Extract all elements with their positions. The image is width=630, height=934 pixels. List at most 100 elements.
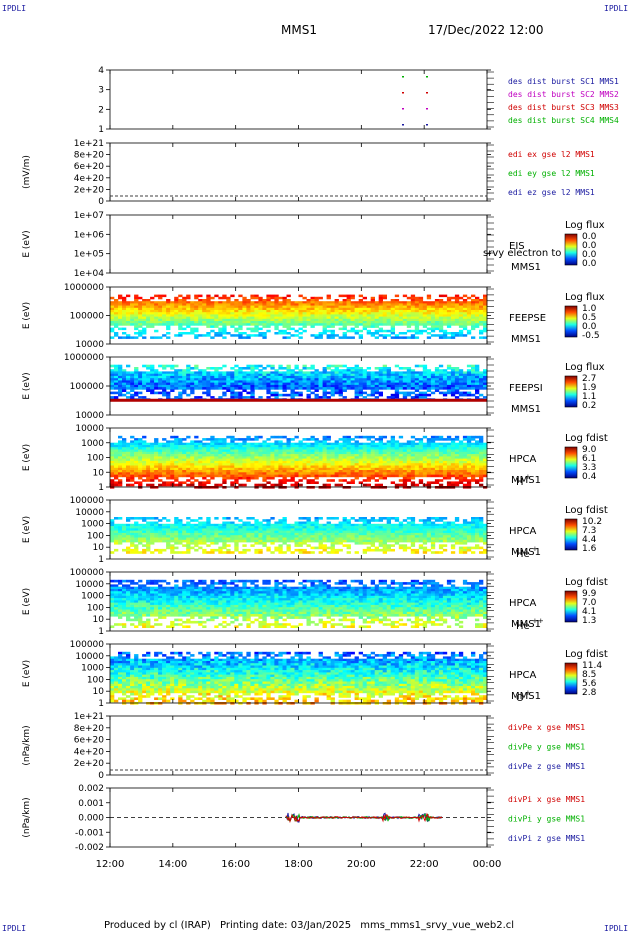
colorbar-tick-eis-1: 0.0 [582, 241, 597, 251]
xtick-label-1: 14:00 [158, 859, 187, 870]
ytick-label-hpca_h-2: 100 [87, 454, 104, 464]
burst-marker-0-2 [402, 92, 404, 94]
ytick-label-feepse-1: 100000 [70, 312, 105, 322]
ytick-label-feepsi-1: 100000 [70, 382, 105, 392]
spacecraft-label-eis: MMS1 [511, 262, 541, 273]
legend-divpi-2: divPi z gse MMS1 [508, 834, 585, 843]
colorbar-hpca_he [564, 518, 578, 551]
colorbar-title-feepse: Log flux [565, 292, 605, 303]
spacecraft-label-hpca_h: MMS1 [511, 475, 541, 486]
colorbar-tick-feepsi-0: 2.7 [582, 374, 596, 384]
ytick-label-eis-1: 1e+06 [74, 230, 105, 240]
colorbar-title-feepsi: Log flux [565, 362, 605, 373]
footer-printing-date: Printing date: 03/Jan/2025 [219, 920, 352, 931]
legend-burst-1: des dist burst SC2 MMS2 [508, 90, 619, 99]
colorbar-tick-hpca_h-0: 9.0 [582, 445, 597, 455]
ytick-label-hpca_o-5: 1 [98, 699, 104, 709]
colorbar-tick-feepsi-1: 1.9 [582, 383, 597, 393]
ytick-label-hpca_o-3: 100 [87, 675, 104, 685]
ytick-label-divpe-2: 6e+20 [74, 736, 105, 746]
ytick-label-hpca_he-1: 10000 [75, 508, 104, 518]
ytick-label-divpi-1: 0.001 [78, 799, 104, 809]
instrument-label-hpca_h: HPCA [509, 454, 537, 465]
ytick-label-divpe-5: 0 [98, 771, 104, 781]
colorbar-tick-feepse-3: -0.5 [582, 331, 600, 341]
plot-area-hpca_hepp [110, 579, 488, 628]
divpi-series-2 [285, 812, 443, 824]
ytick-label-divpe-3: 4e+20 [74, 747, 105, 757]
ylabel-hpca_hepp: E (eV) [22, 588, 32, 615]
colorbar-eis [564, 233, 578, 266]
ytick-label-feepsi-2: 10000 [75, 411, 104, 421]
ytick-label-hpca_he-4: 10 [93, 543, 105, 553]
ytick-label-hpca_hepp-0: 100000 [70, 568, 105, 578]
colorbar-tick-feepsi-2: 1.1 [582, 392, 596, 402]
spacecraft-title: MMS1 [281, 23, 317, 37]
colorbar-hpca_o [564, 662, 578, 695]
ylabel-feepse: E (eV) [22, 302, 32, 329]
colorbar-tick-feepsi-3: 0.2 [582, 401, 596, 411]
xtick-label-5: 22:00 [410, 859, 439, 870]
ylabel-hpca_h: E (eV) [22, 444, 32, 471]
legend-divpi-0: divPi x gse MMS1 [508, 795, 585, 804]
instrument-label-feepse: FEEPSE [509, 313, 546, 324]
charge-label-hpca_hepp: ++ [532, 617, 544, 625]
ytick-label-hpca_hepp-1: 10000 [75, 580, 104, 590]
spacecraft-label-hpca_he: MMS1 [511, 547, 541, 558]
colorbar-tick-hpca_hepp-0: 9.9 [582, 589, 597, 599]
plot-area-hpca_he [110, 517, 488, 554]
colorbar-tick-hpca_o-2: 5.6 [582, 679, 597, 689]
plot-area-hpca_h [110, 435, 488, 489]
charge-label-hpca_he: + [532, 545, 538, 553]
ytick-label-hpca_o-1: 10000 [75, 652, 104, 662]
colorbar-hpca_hepp [564, 590, 578, 623]
ylabel-divpi: (nPa/km) [22, 797, 32, 837]
panel-burst: 4 3 2 1 des dist burst SC1 MMS1 des dist burs… [98, 66, 619, 135]
ylabel-hpca_he: E (eV) [22, 516, 32, 543]
ytick-label-hpca_o-4: 10 [93, 687, 105, 697]
frame-eis [109, 214, 488, 274]
legend-divpe-1: divPe y gse MMS1 [508, 743, 585, 752]
burst-marker-0-1 [402, 108, 404, 110]
ytick-label-hpca_h-3: 10 [93, 468, 105, 478]
ytick-label-hpca_h-0: 10000 [75, 424, 104, 434]
ytick-label-hpca_hepp-3: 100 [87, 603, 104, 613]
colorbar-tick-hpca_hepp-1: 7.0 [582, 598, 597, 608]
colorbar-title-eis: Log flux [565, 220, 605, 231]
ytick-label-edi-3: 4e+20 [74, 174, 105, 184]
ytick-label-divpe-4: 2e+20 [74, 759, 105, 769]
species-label-hpca_he: He [516, 549, 530, 560]
ytick-label-edi-0: 1e+21 [74, 139, 104, 149]
plot-area-feepsi [110, 364, 488, 402]
ytick-label-hpca_he-2: 1000 [81, 520, 104, 530]
colorbar-feepse [564, 305, 578, 338]
corner-label-top-right: IPDLI [604, 4, 629, 13]
xtick-label-2: 16:00 [221, 859, 250, 870]
feepsi-low-energy-band [110, 398, 487, 402]
ytick-label-edi-5: 0 [98, 197, 104, 207]
burst-marker-0-0 [402, 124, 404, 126]
xtick-label-4: 20:00 [347, 859, 376, 870]
colorbar-title-hpca_he: Log fdist [565, 505, 608, 516]
burst-marker-1-1 [426, 108, 428, 110]
colorbar-tick-hpca_o-1: 8.5 [582, 670, 596, 680]
colorbar-feepsi [564, 375, 578, 408]
datetime-title: 17/Dec/2022 12:00 [428, 23, 544, 37]
instrument-label-hpca_o: HPCA [509, 670, 537, 681]
colorbar-tick-hpca_hepp-2: 4.1 [582, 607, 596, 617]
ytick-label-hpca_he-0: 100000 [70, 496, 105, 506]
footer: Produced by cl (IRAP) Printing date: 03/… [104, 920, 520, 931]
plot-area-feepse [110, 294, 488, 339]
colorbar-tick-hpca_h-2: 3.3 [582, 463, 596, 473]
legend-burst-3: des dist burst SC4 MMS4 [508, 116, 619, 125]
ytick-label-feepse-2: 10000 [75, 340, 104, 350]
ytick-label-feepsi-0: 1000000 [64, 353, 104, 363]
ytick-label-divpe-0: 1e+21 [74, 712, 104, 722]
spacecraft-label-feepse: MMS1 [511, 334, 541, 345]
ytick-label-hpca_hepp-4: 10 [93, 615, 105, 625]
ylabel-divpe: (nPa/km) [22, 725, 32, 765]
ytick-label-divpi-3: -0.001 [75, 828, 104, 838]
